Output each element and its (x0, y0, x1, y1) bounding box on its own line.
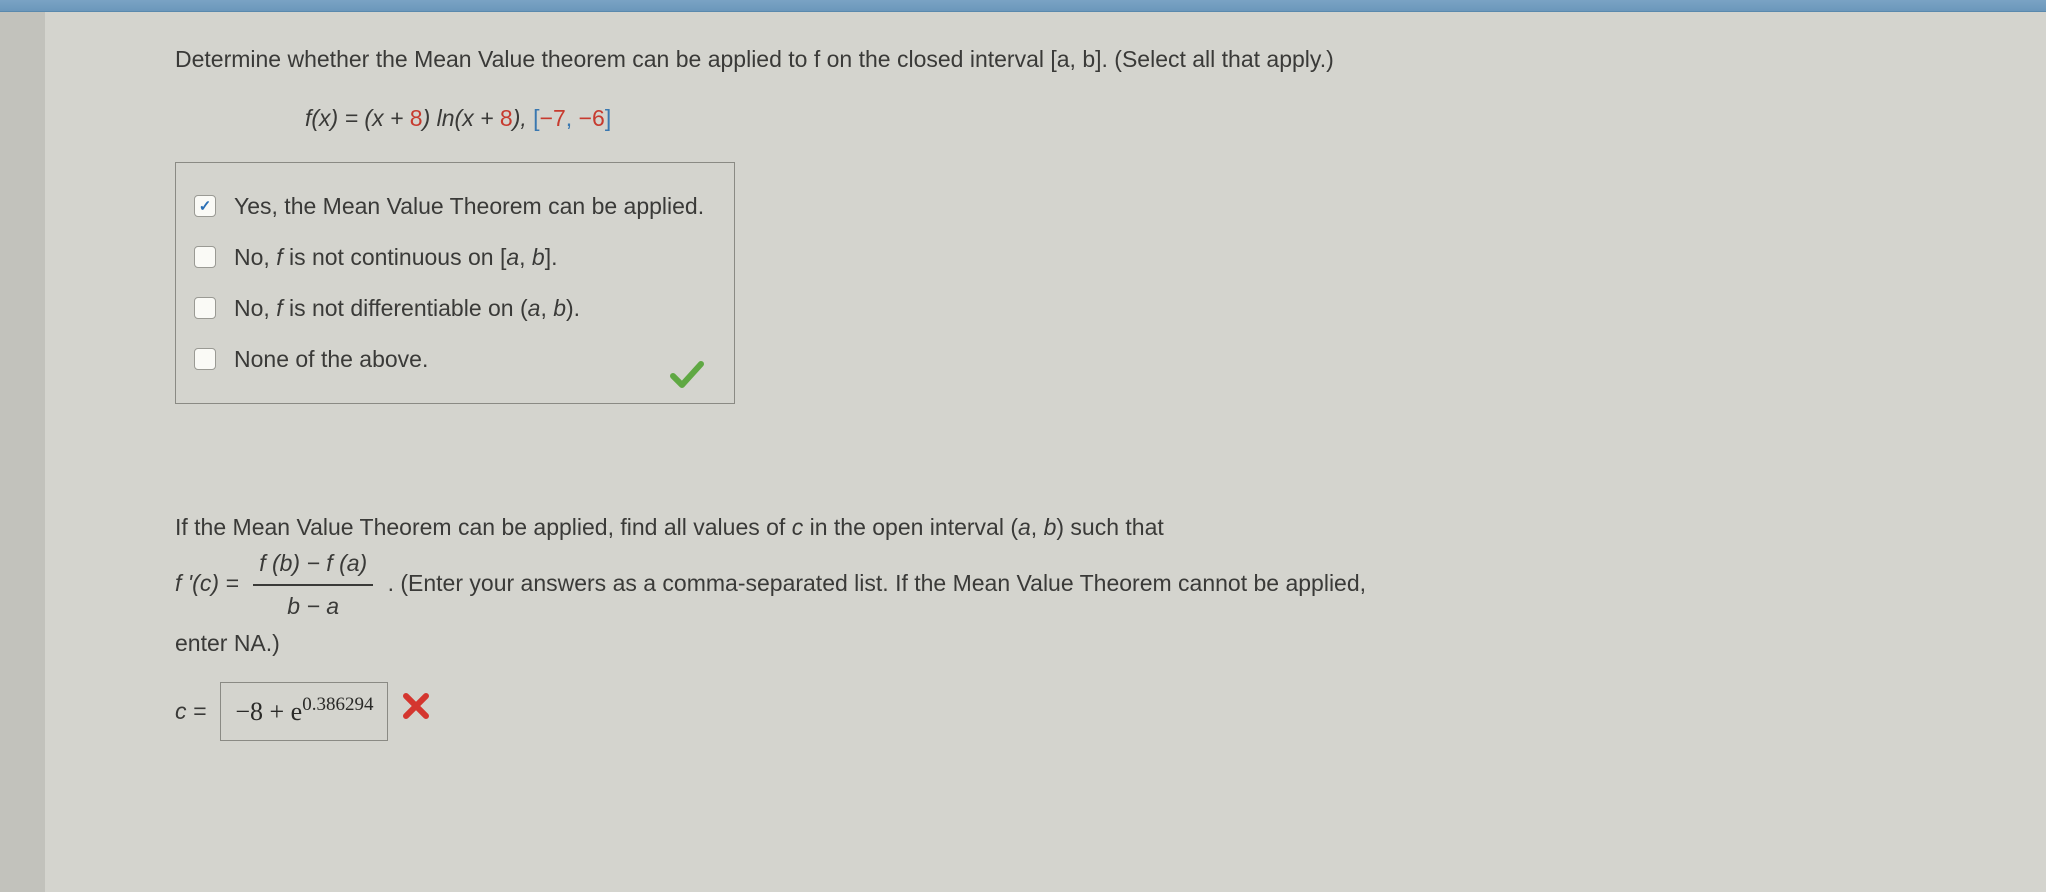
checkbox[interactable] (194, 195, 216, 217)
choice-row[interactable]: No, f is not differentiable on (a, b). (194, 283, 704, 334)
part2-after-frac: . (Enter your answers as a comma-separat… (388, 570, 1366, 596)
part2-line1: If the Mean Value Theorem can be applied… (175, 509, 1946, 546)
fprime-lhs: f '(c) = (175, 570, 245, 596)
checkbox[interactable] (194, 246, 216, 268)
answer-label: c = (175, 693, 206, 730)
part2-line2: f '(c) = f (b) − f (a) b − a . (Enter yo… (175, 545, 1946, 625)
window-topbar (0, 0, 2046, 12)
interval-sep: , (566, 105, 579, 131)
formula-mid: ) ln(x + (423, 105, 500, 131)
formula-after: ), (513, 105, 533, 131)
fraction-top: f (b) − f (a) (253, 545, 373, 586)
correct-check-icon (670, 360, 704, 395)
prompt-text: Determine whether the Mean Value theorem… (175, 46, 1334, 72)
formula-const-2: 8 (500, 105, 513, 131)
choice-label: No, f is not continuous on [a, b]. (234, 244, 558, 271)
formula-const-1: 8 (410, 105, 423, 131)
checkbox[interactable] (194, 348, 216, 370)
part2-line3: enter NA.) (175, 625, 1946, 662)
answer-main: −8 + e (235, 691, 302, 733)
interval-close: ] (605, 105, 611, 131)
choice-label: Yes, the Mean Value Theorem can be appli… (234, 193, 704, 220)
checkbox[interactable] (194, 297, 216, 319)
fraction-bot: b − a (253, 586, 373, 625)
choice-row[interactable]: No, f is not continuous on [a, b]. (194, 232, 704, 283)
question-page: Determine whether the Mean Value theorem… (0, 12, 2046, 892)
choice-row[interactable]: Yes, the Mean Value Theorem can be appli… (194, 181, 704, 232)
question-formula: f(x) = (x + 8) ln(x + 8), [−7, −6] (305, 105, 1946, 132)
incorrect-x-icon (402, 692, 430, 731)
answer-row: c = −8 + e0.386294 (175, 682, 1946, 742)
choice-row[interactable]: None of the above. (194, 334, 704, 385)
answer-exp: 0.386294 (302, 690, 373, 720)
choices-box: Yes, the Mean Value Theorem can be appli… (175, 162, 735, 404)
answer-input[interactable]: −8 + e0.386294 (220, 682, 388, 742)
choice-label: None of the above. (234, 346, 428, 373)
choice-label: No, f is not differentiable on (a, b). (234, 295, 580, 322)
interval-a: −7 (540, 105, 566, 131)
interval-b: −6 (579, 105, 605, 131)
part2: If the Mean Value Theorem can be applied… (175, 509, 1946, 742)
question-prompt: Determine whether the Mean Value theorem… (175, 42, 1946, 77)
fraction: f (b) − f (a) b − a (253, 545, 373, 625)
formula-prefix: f(x) = (x + (305, 105, 410, 131)
